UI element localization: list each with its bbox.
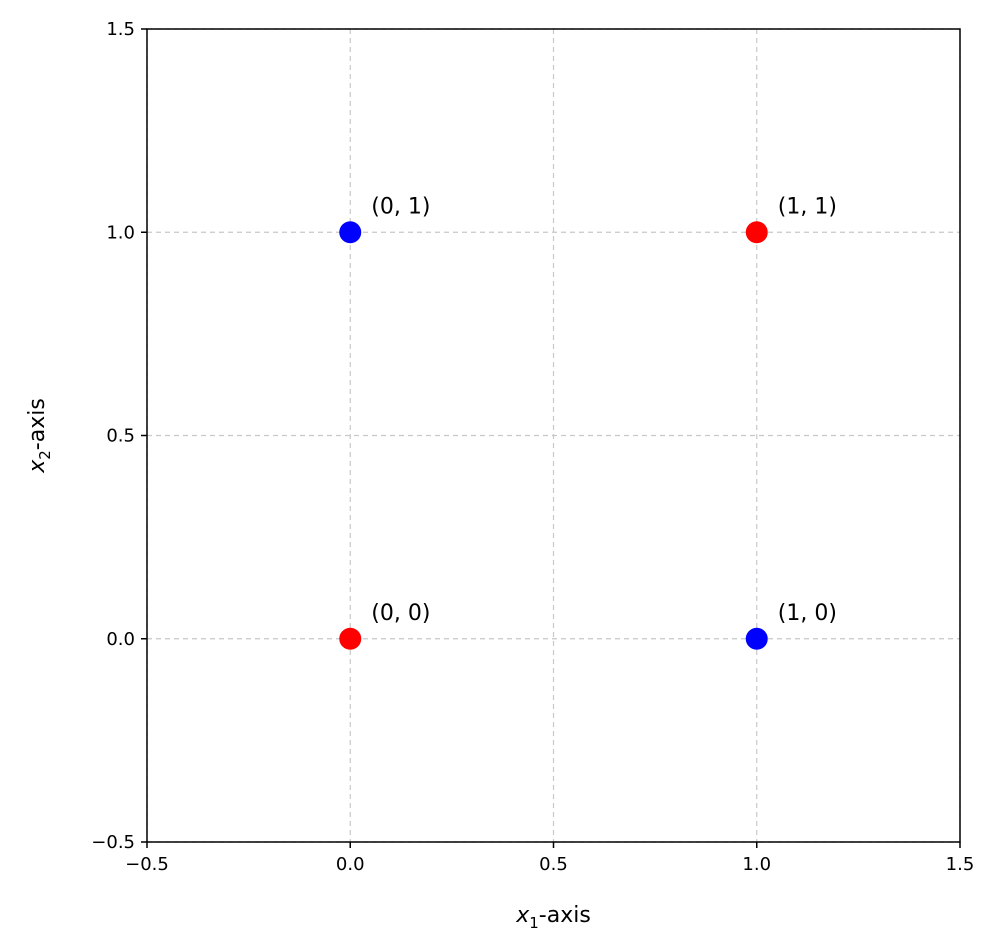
y-axis-label-var: x	[25, 459, 50, 474]
y-tick-label: 0.0	[106, 629, 135, 650]
x-tick-label: 0.0	[336, 854, 365, 875]
y-tick-label: 0.5	[106, 426, 135, 447]
point-label: (0, 1)	[371, 194, 430, 219]
scatter-point	[745, 627, 768, 650]
grid	[146, 28, 961, 843]
y-axis-label: x2-axis	[25, 398, 54, 474]
point-label: (1, 1)	[778, 194, 837, 219]
y-tick-label: −0.5	[91, 832, 135, 853]
x-axis-label: x1-axis	[515, 903, 591, 932]
y-tick-label: 1.5	[106, 19, 135, 40]
axis-ticks: −0.5 0.0 0.5 1.0 1.5 −0.5 0.0 0.5 1.0 1.5	[91, 19, 974, 875]
y-axis-label-sub: 2	[36, 450, 54, 460]
x-axis-label-sub: 1	[529, 914, 539, 932]
data-points: (0, 0) (0, 1) (1, 0) (1, 1)	[339, 194, 837, 650]
y-tick-label: 1.0	[106, 222, 135, 243]
scatter-point	[339, 221, 362, 244]
x-tick-label: 0.5	[539, 854, 568, 875]
point-label: (0, 0)	[371, 601, 430, 626]
x-tick-label: −0.5	[125, 854, 169, 875]
x-axis-label-rest: -axis	[539, 903, 591, 928]
scatter-point	[339, 627, 362, 650]
y-axis-label-rest: -axis	[25, 398, 50, 450]
x-axis-label-var: x	[515, 903, 530, 928]
x-tick-label: 1.0	[742, 854, 771, 875]
x-tick-label: 1.5	[946, 854, 975, 875]
point-label: (1, 0)	[778, 601, 837, 626]
scatter-point	[745, 221, 768, 244]
